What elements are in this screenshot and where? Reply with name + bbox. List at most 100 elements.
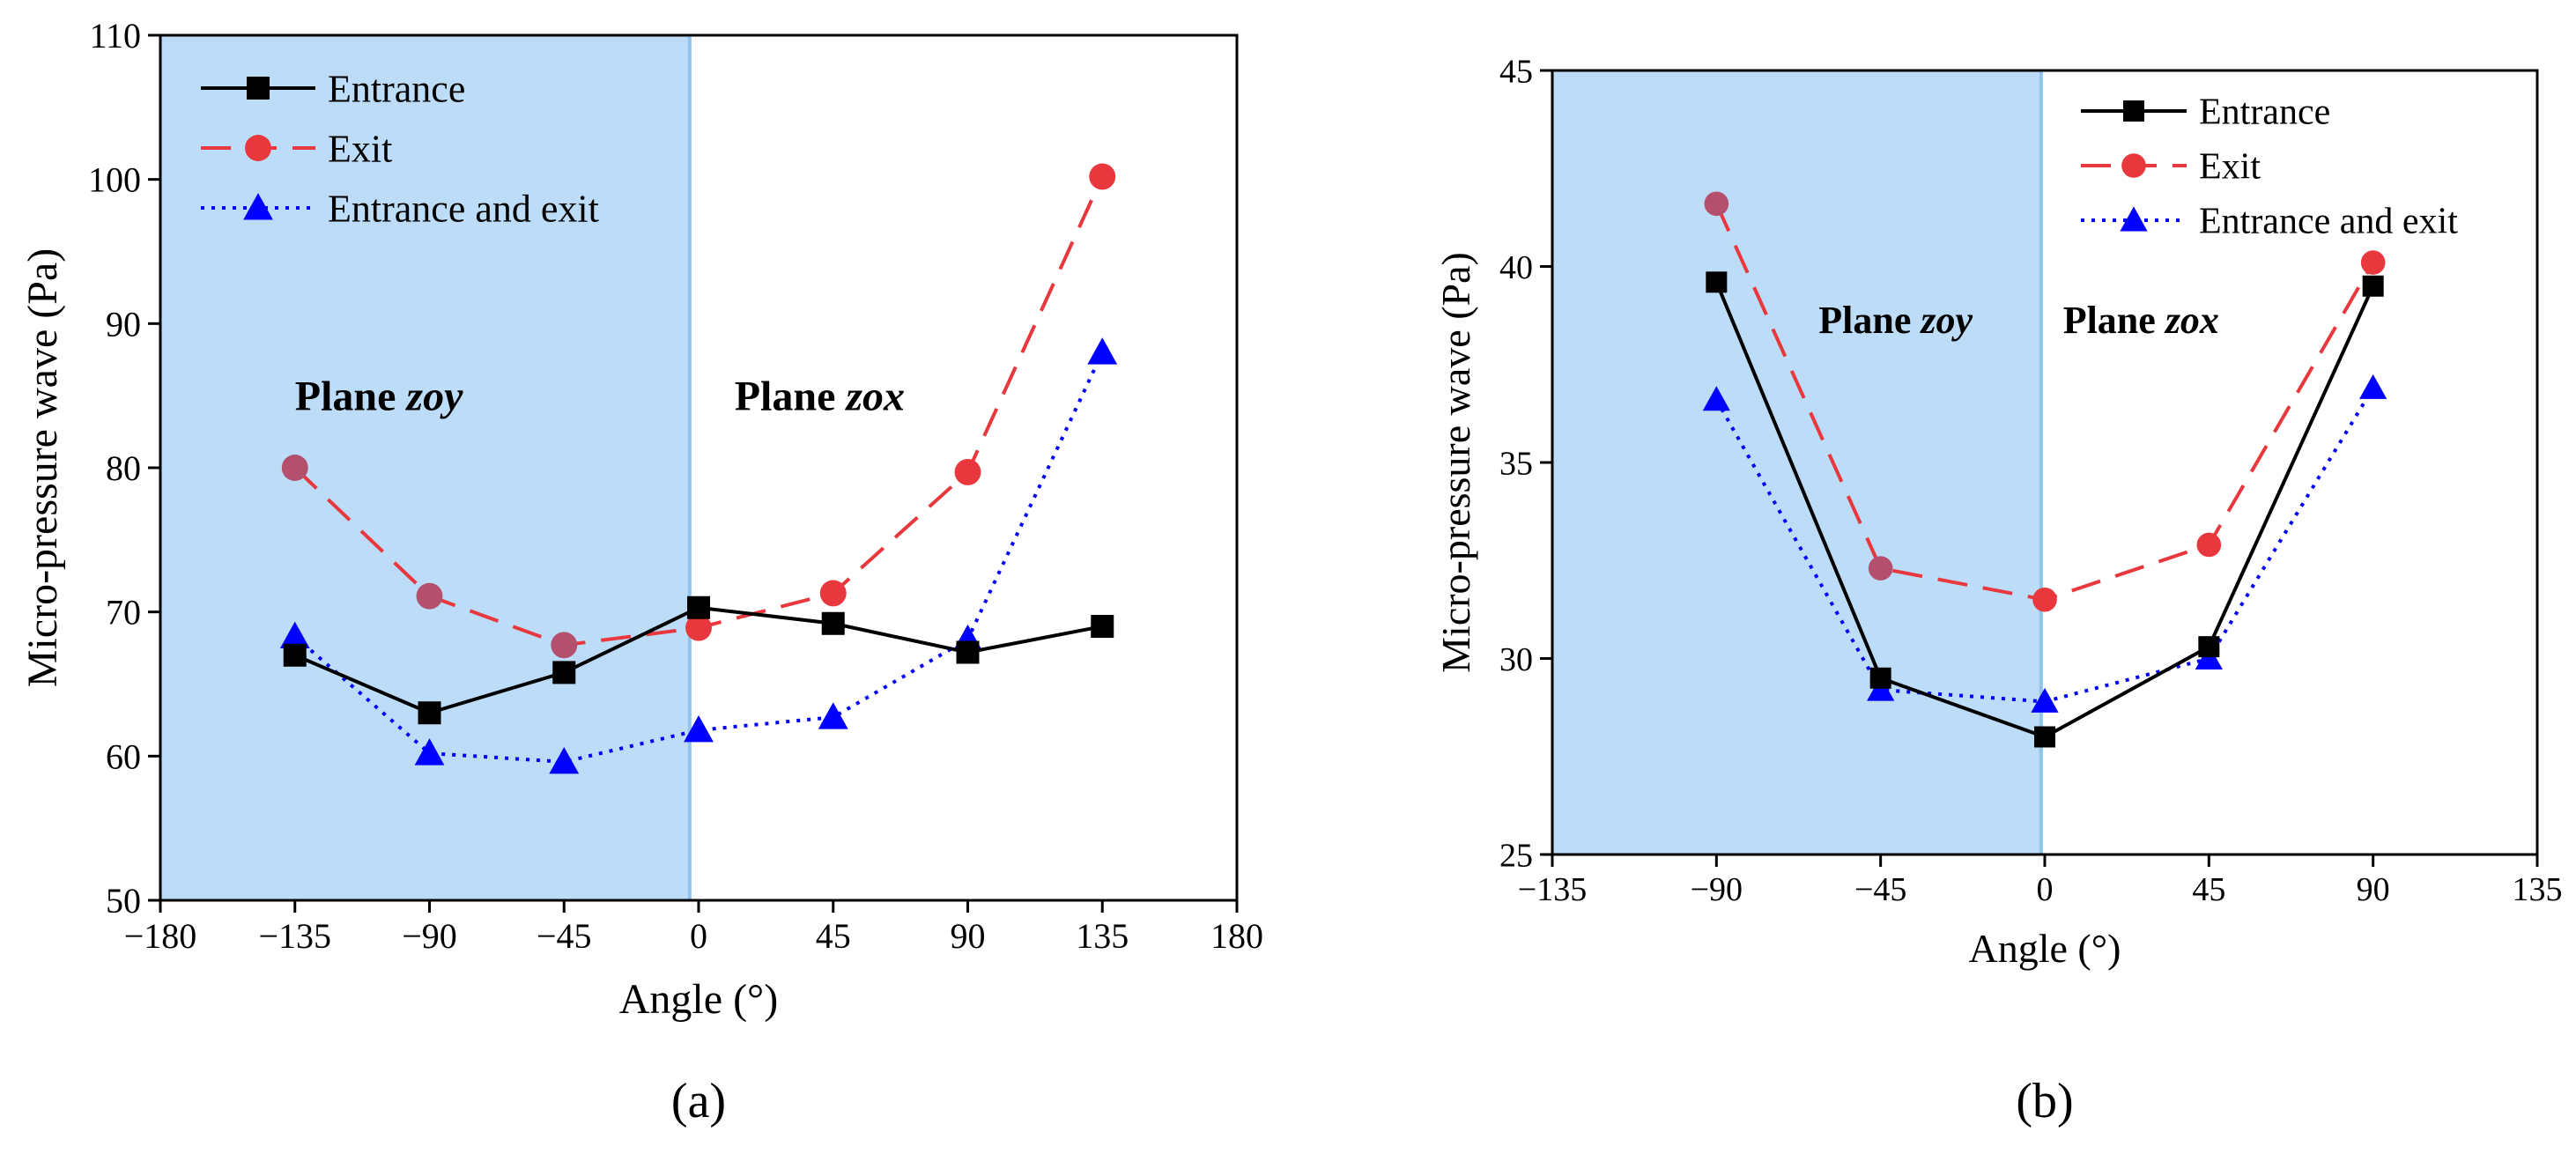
legend-label: Exit <box>328 127 392 170</box>
chart-panel-b: −135 −90 −45 0 45 90 135 25 30 35 40 45 Angle (°) Mic… <box>1433 53 2563 1128</box>
data-point <box>549 746 580 774</box>
data-point <box>1704 191 1729 217</box>
plane-annotation-bold: Plane <box>1818 299 1921 342</box>
data-point <box>954 458 981 485</box>
data-point <box>281 455 308 481</box>
data-point <box>2034 726 2055 748</box>
x-tick-label: −90 <box>402 916 457 956</box>
legend: Entrance Exit Entrance and exit <box>2081 92 2458 242</box>
x-tick-label: 90 <box>2357 871 2390 908</box>
panel-label: (a) <box>671 1074 726 1128</box>
data-point <box>687 595 710 619</box>
data-point <box>2031 687 2059 713</box>
plane-annotation-italic: zox <box>844 374 905 420</box>
data-point <box>956 640 980 664</box>
x-tick-label: −90 <box>1691 871 1743 908</box>
x-tick-label: 180 <box>1210 916 1263 956</box>
plane-annotation-bold: Plane <box>295 374 407 420</box>
data-point <box>414 738 445 766</box>
y-tick-label: 35 <box>1499 445 1533 482</box>
x-tick-label: −45 <box>537 916 592 956</box>
plane-annotation: Plane zox <box>735 374 905 420</box>
data-point <box>821 611 845 635</box>
x-axis-label: Angle (°) <box>619 976 778 1023</box>
data-point <box>2032 587 2057 612</box>
data-point <box>1706 271 1728 293</box>
data-point <box>1702 386 1730 411</box>
y-tick-label: 60 <box>106 736 141 776</box>
plane-annotation: Plane zoy <box>295 374 463 420</box>
y-tick-label: 110 <box>89 16 141 55</box>
data-point <box>1868 556 1893 581</box>
x-tick-label: −135 <box>1518 871 1587 908</box>
data-point <box>283 643 307 667</box>
series-entrance <box>1706 271 2384 748</box>
legend-label: Entrance and exit <box>328 187 599 230</box>
y-tick-label: 40 <box>1499 249 1533 286</box>
shaded-region-plane-zoy <box>160 35 690 900</box>
x-tick-label: −180 <box>124 916 197 956</box>
legend-label: Entrance <box>328 67 465 110</box>
x-tick-label: 90 <box>951 916 986 956</box>
panel-label: (b) <box>2016 1074 2073 1128</box>
series-exit <box>1704 191 2386 612</box>
legend-marker <box>247 77 270 100</box>
plane-annotation: Plane zoy <box>1818 299 1973 342</box>
x-tick-label: 135 <box>1076 916 1129 956</box>
legend: Entrance Exit Entrance and exit <box>201 67 599 230</box>
data-point <box>1091 615 1114 639</box>
legend-marker <box>2123 100 2144 122</box>
data-point <box>819 580 847 607</box>
x-tick-label: 135 <box>2513 871 2563 908</box>
data-point <box>279 621 310 649</box>
y-tick-label: 70 <box>106 593 141 632</box>
data-point <box>818 702 848 729</box>
plane-annotation-bold: Plane <box>735 374 847 420</box>
x-tick-label: 45 <box>816 916 851 956</box>
data-point <box>2198 636 2220 658</box>
shaded-region-plane-zoy <box>1552 70 2041 854</box>
legend-label: Entrance and exit <box>2199 202 2458 242</box>
y-tick-label: 50 <box>106 881 141 921</box>
x-axis-label: Angle (°) <box>1969 926 2121 971</box>
data-point <box>416 582 443 610</box>
data-point <box>2360 250 2386 275</box>
y-tick-label: 30 <box>1499 641 1533 678</box>
x-tick-label: 0 <box>2037 871 2054 908</box>
plane-annotation-bold: Plane <box>2063 299 2165 342</box>
data-point <box>2196 532 2222 558</box>
data-point <box>1087 337 1118 365</box>
legend-marker <box>245 135 271 161</box>
legend-label: Exit <box>2199 147 2261 188</box>
plane-annotation-italic: zoy <box>1919 299 1973 342</box>
chart-panel-a: −180 −135 −90 −45 0 45 90 135 180 50 60 70 80 90 100 11… <box>19 16 1263 1128</box>
y-tick-label: 45 <box>1499 53 1533 90</box>
data-point <box>1869 667 1891 689</box>
data-point <box>684 714 714 743</box>
data-point <box>551 632 578 659</box>
legend-label: Entrance <box>2199 92 2330 133</box>
x-tick-label: −45 <box>1854 871 1906 908</box>
y-tick-label: 25 <box>1499 837 1533 874</box>
plane-annotation-italic: zox <box>2164 299 2219 342</box>
data-point <box>418 701 441 725</box>
plane-annotation: Plane zox <box>2063 299 2219 342</box>
y-axis-label: Micro-pressure wave (Pa) <box>1433 252 1478 673</box>
y-tick-label: 80 <box>106 448 141 488</box>
y-tick-label: 90 <box>106 304 141 344</box>
series-entrance <box>283 595 1114 725</box>
data-point <box>552 661 576 684</box>
x-tick-label: −135 <box>258 916 331 956</box>
series-exit <box>281 163 1116 659</box>
data-point <box>2362 275 2384 297</box>
x-tick-label: 0 <box>690 916 707 956</box>
legend-marker <box>2121 153 2146 178</box>
y-axis-label: Micro-pressure wave (Pa) <box>19 248 66 687</box>
data-point <box>685 614 712 641</box>
y-tick-label: 100 <box>88 160 141 200</box>
data-point <box>1089 163 1116 190</box>
legend-marker <box>243 193 273 220</box>
plane-annotation-italic: zoy <box>404 374 463 420</box>
legend-marker <box>2120 206 2148 232</box>
